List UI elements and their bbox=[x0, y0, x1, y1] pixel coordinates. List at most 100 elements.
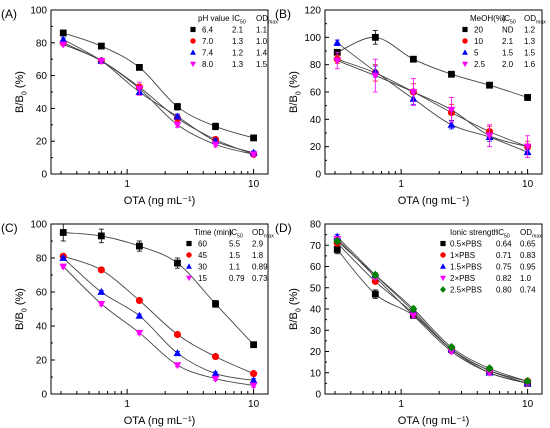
legend-entry: 2.5 bbox=[474, 60, 486, 69]
data-point bbox=[371, 290, 379, 298]
x-tick-label: 10 bbox=[522, 399, 534, 410]
legend-marker bbox=[190, 61, 196, 68]
data-point bbox=[59, 229, 67, 236]
legend-entry: 10 bbox=[474, 37, 483, 46]
legend-marker bbox=[462, 38, 468, 44]
legend-odmax: 0.89 bbox=[252, 263, 268, 272]
data-point bbox=[135, 329, 144, 337]
data-point bbox=[409, 89, 418, 97]
data-point bbox=[174, 103, 181, 111]
y-tick-label: 70 bbox=[310, 241, 322, 252]
legend-ic50: 1.1 bbox=[229, 263, 241, 272]
legend-entry: 1×PBS bbox=[450, 251, 475, 260]
legend-odmax: 0.73 bbox=[252, 274, 268, 283]
data-point bbox=[59, 263, 68, 271]
legend-marker bbox=[186, 275, 192, 282]
data-point bbox=[371, 72, 380, 80]
y-tick-label: 40 bbox=[310, 305, 322, 316]
data-point bbox=[97, 57, 106, 65]
y-tick-label: 60 bbox=[310, 88, 322, 99]
x-tick-label: 1 bbox=[124, 399, 130, 410]
legend-odmax: 1.5 bbox=[524, 49, 536, 58]
y-tick-label: 80 bbox=[36, 38, 48, 49]
data-point bbox=[59, 29, 67, 37]
data-point bbox=[173, 112, 182, 120]
data-point bbox=[173, 362, 182, 370]
x-axis-label: OTA (ng mL⁻¹) bbox=[398, 195, 470, 207]
x-tick-label: 1 bbox=[398, 399, 404, 410]
legend-odmax: 1.1 bbox=[256, 26, 268, 35]
data-point bbox=[448, 70, 455, 78]
data-point bbox=[59, 41, 68, 49]
data-point bbox=[250, 134, 257, 142]
fit-curve bbox=[63, 43, 254, 155]
x-axis-label: OTA (ng mL⁻¹) bbox=[124, 195, 196, 207]
data-point bbox=[249, 376, 258, 384]
y-tick-label: 20 bbox=[310, 142, 322, 153]
legend-marker bbox=[186, 263, 192, 269]
legend-header: ODmax bbox=[524, 14, 546, 25]
x-tick-label: 1 bbox=[398, 179, 404, 190]
data-point bbox=[333, 246, 341, 253]
data-point bbox=[173, 330, 182, 339]
y-tick-label: 30 bbox=[310, 326, 322, 337]
legend-header: IC50 bbox=[496, 228, 510, 239]
legend-ic50: 0.80 bbox=[496, 286, 512, 295]
x-tick-label: 10 bbox=[248, 399, 260, 410]
y-axis-label: B/B0 (%) bbox=[14, 288, 28, 330]
data-point bbox=[524, 94, 531, 101]
data-point bbox=[135, 296, 143, 305]
legend-entry: 1.5×PBS bbox=[450, 263, 482, 272]
y-tick-label: 60 bbox=[310, 262, 322, 273]
legend-header: ODmax bbox=[520, 228, 542, 239]
legend-marker bbox=[190, 38, 196, 44]
data-point bbox=[485, 369, 494, 377]
legend-entry: 7.4 bbox=[202, 49, 214, 58]
data-point bbox=[211, 353, 220, 361]
y-tick-label: 60 bbox=[36, 71, 48, 82]
data-point bbox=[135, 85, 144, 93]
fit-curve bbox=[62, 257, 254, 381]
data-point bbox=[135, 64, 143, 71]
fit-curve bbox=[337, 36, 528, 98]
legend-entry: 2.5×PBS bbox=[450, 286, 482, 295]
legend-odmax: 0.83 bbox=[520, 251, 536, 260]
legend-ic50: 2.0 bbox=[502, 60, 514, 69]
legend-odmax: 1.0 bbox=[256, 37, 268, 46]
legend-marker bbox=[186, 240, 192, 247]
data-point bbox=[250, 370, 258, 378]
plot-frame bbox=[50, 9, 269, 175]
chart-panel: 0 10 20 30 40 50 60 70 80 1 10 OTA (ng mL⁻¹) B/B0 (%… bbox=[275, 220, 543, 427]
y-axis-label: B/B0 (%) bbox=[288, 71, 302, 113]
data-point bbox=[485, 364, 494, 373]
data-point bbox=[333, 236, 342, 246]
data-point bbox=[97, 266, 105, 274]
data-point bbox=[523, 376, 532, 386]
legend-entry: 30 bbox=[198, 263, 207, 272]
data-point bbox=[59, 35, 68, 43]
data-point bbox=[409, 304, 418, 314]
legend-odmax: 1.0 bbox=[520, 274, 532, 283]
fit-curve bbox=[63, 42, 254, 155]
y-tick-label: 100 bbox=[30, 6, 47, 17]
legend-marker bbox=[462, 61, 468, 68]
legend-odmax: 0.65 bbox=[520, 240, 536, 249]
legend-odmax: 1.8 bbox=[252, 251, 264, 260]
legend-ic50: 2.1 bbox=[232, 26, 244, 35]
data-point bbox=[211, 375, 220, 383]
y-tick-label: 100 bbox=[30, 220, 47, 231]
legend-odmax: 1.3 bbox=[524, 37, 536, 46]
panel-label: (A) bbox=[1, 7, 17, 21]
panel-label: (B) bbox=[275, 7, 291, 21]
plot-frame bbox=[324, 223, 543, 395]
data-point bbox=[211, 141, 220, 149]
data-point bbox=[97, 232, 105, 240]
data-point bbox=[59, 253, 68, 261]
y-tick-label: 80 bbox=[310, 220, 322, 231]
chart-panel: 0 20 40 60 80 100 1 10 OTA (ng mL⁻¹) B/B0 (%) (A) p… bbox=[1, 6, 278, 208]
legend-marker bbox=[440, 275, 446, 282]
y-axis-label: B/B0 (%) bbox=[14, 71, 28, 113]
legend-header: pH value bbox=[198, 14, 230, 23]
y-tick-label: 0 bbox=[315, 390, 321, 401]
